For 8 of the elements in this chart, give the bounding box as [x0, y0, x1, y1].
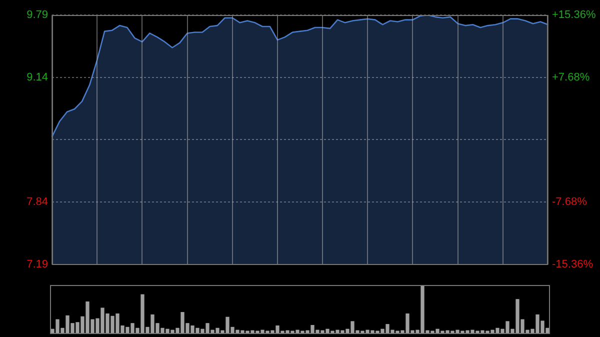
y2-tick-label: +15.36%: [552, 9, 596, 22]
y2-tick-label: -15.36%: [552, 258, 594, 270]
y-tick-label: 9.14: [26, 71, 48, 84]
y2-tick-label: -7.68%: [552, 196, 588, 208]
y2-tick-label: +7.68%: [552, 71, 590, 84]
y-tick-label: 9.79: [26, 9, 48, 22]
y-tick-label: 7.84: [26, 196, 48, 208]
y-tick-label: 7.19: [26, 258, 48, 270]
